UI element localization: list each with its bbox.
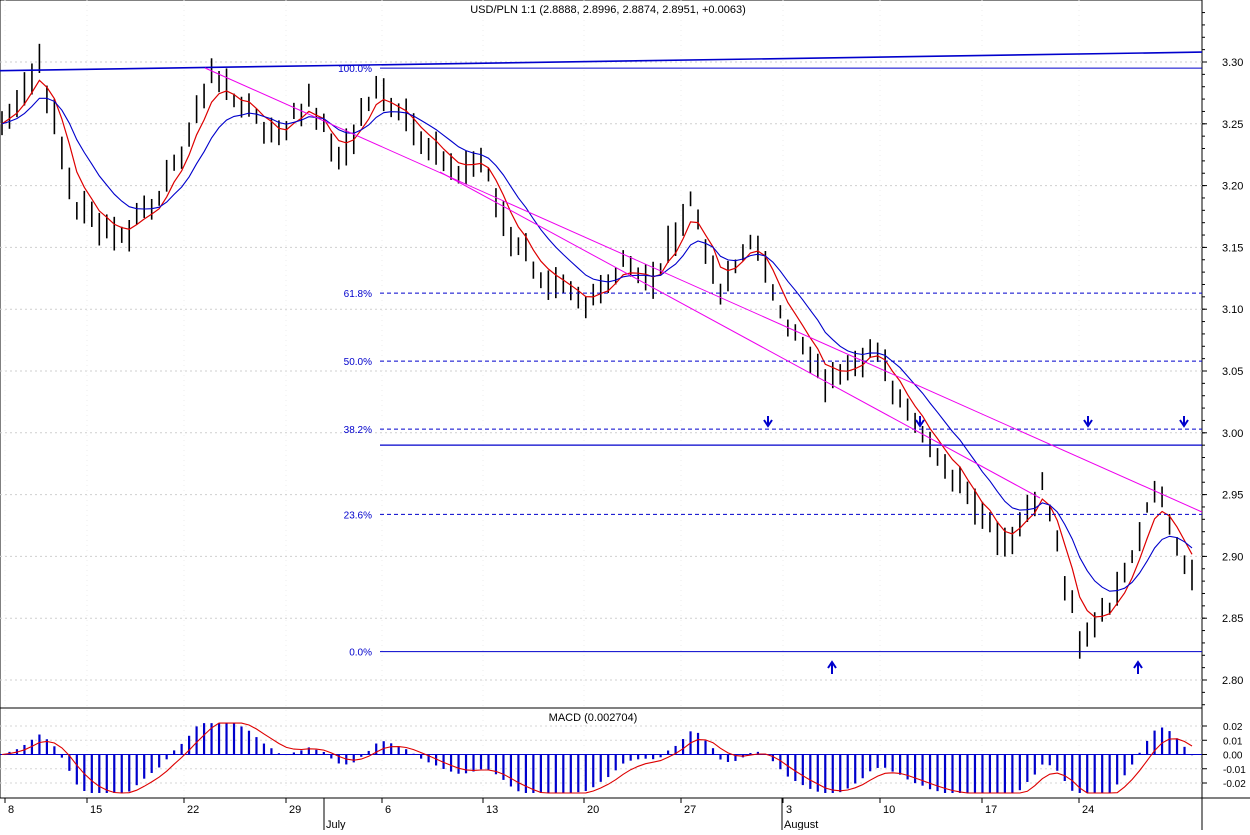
fibonacci-level-label: 23.6% [344, 510, 372, 521]
up-arrow-icon [827, 660, 837, 674]
date-tick-label: 22 [187, 804, 199, 816]
date-tick-label: 15 [90, 804, 102, 816]
fibonacci-level-label: 61.8% [344, 289, 372, 300]
main-pane-frame [0, 0, 1203, 709]
macd-tick-label: 0.00 [1223, 751, 1243, 762]
down-arrow-icon [1083, 416, 1093, 428]
date-tick-label: 6 [385, 804, 391, 816]
price-tick-label: 2.90 [1222, 551, 1243, 563]
price-tick-label: 3.00 [1222, 428, 1243, 440]
price-tick-label: 3.30 [1222, 57, 1243, 69]
month-label: August [784, 819, 818, 830]
month-label: July [326, 819, 346, 830]
down-arrow-icon [763, 416, 773, 428]
slow-moving-average-line [1, 97, 1193, 592]
downtrend-line [204, 67, 1203, 513]
indicator-title: MACD (0.002704) [549, 712, 638, 724]
price-tick-label: 3.25 [1222, 119, 1243, 131]
down-arrow-icon [915, 416, 925, 428]
date-tick-label: 8 [8, 804, 14, 816]
price-tick-label: 3.20 [1222, 181, 1243, 193]
fibonacci-level-label: 38.2% [344, 425, 372, 436]
down-arrow-icon [1179, 416, 1189, 428]
date-tick-label: 10 [883, 804, 895, 816]
date-tick-label: 17 [985, 804, 997, 816]
fibonacci-level-label: 0.0% [349, 648, 372, 659]
date-tick-label: 3 [786, 804, 792, 816]
fast-moving-average-line [1, 79, 1193, 618]
price-tick-label: 2.85 [1222, 613, 1243, 625]
date-tick-label: 13 [486, 804, 498, 816]
macd-tick-label: 0.01 [1223, 736, 1243, 747]
upper-horizontal-trendline [0, 51, 1203, 72]
date-tick-label: 24 [1082, 804, 1094, 816]
price-tick-label: 2.80 [1222, 675, 1243, 687]
chart-title: USD/PLN 1:1 (2.8888, 2.8996, 2.8874, 2.8… [470, 4, 746, 16]
date-tick-label: 27 [684, 804, 696, 816]
macd-tick-label: -0.01 [1223, 765, 1246, 776]
date-tick-label: 29 [289, 804, 301, 816]
macd-tick-label: -0.02 [1223, 779, 1246, 790]
price-tick-label: 3.10 [1222, 304, 1243, 316]
date-tick-label: 20 [587, 804, 599, 816]
macd-tick-label: 0.02 [1223, 722, 1243, 733]
up-arrow-icon [1133, 660, 1143, 674]
price-tick-label: 2.95 [1222, 490, 1243, 502]
price-tick-label: 3.05 [1222, 366, 1243, 378]
price-tick-label: 3.15 [1222, 242, 1243, 254]
fibonacci-level-label: 100.0% [338, 64, 372, 75]
fibonacci-level-label: 50.0% [344, 357, 372, 368]
downtrend-line-steep [439, 171, 1041, 499]
macd-signal-line [1, 722, 1193, 794]
